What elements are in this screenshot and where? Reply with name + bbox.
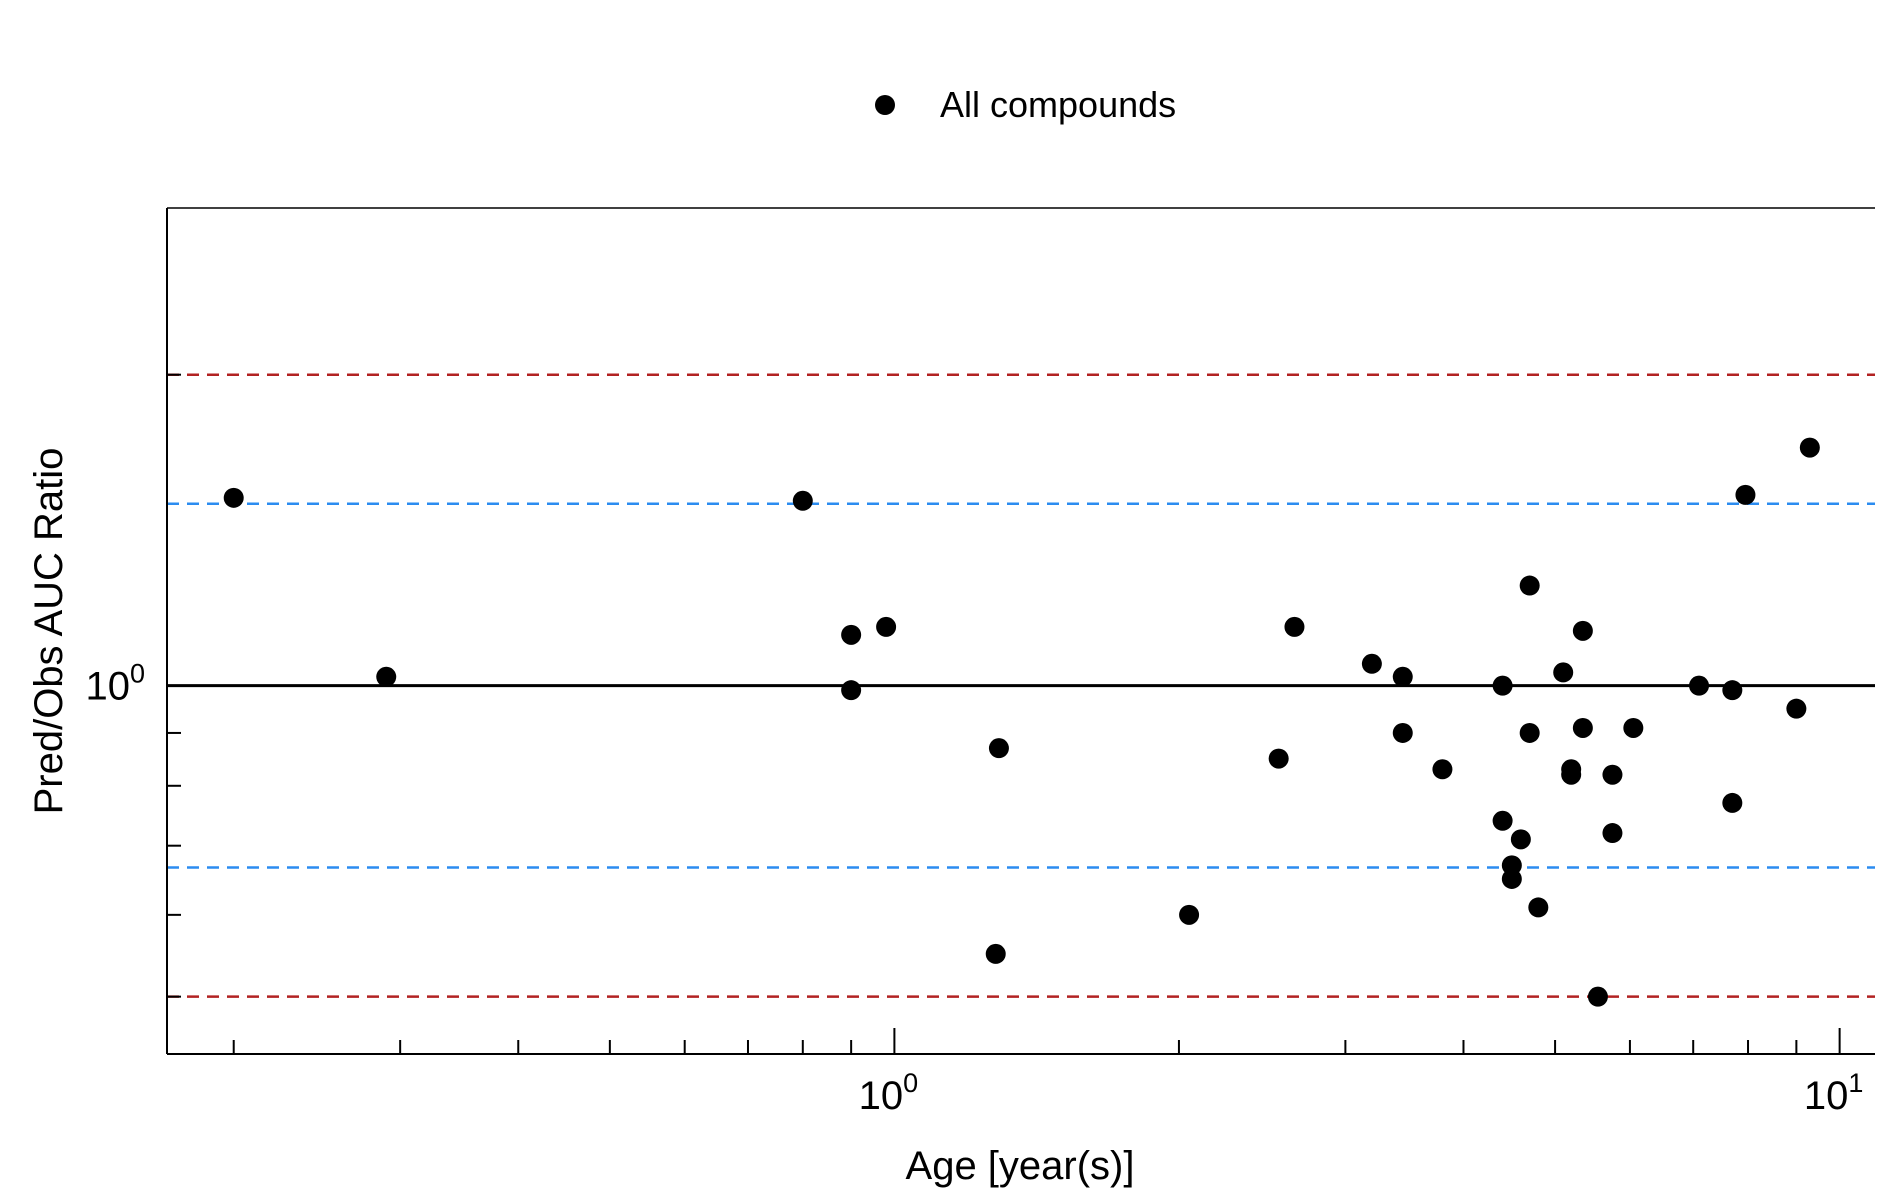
data-points bbox=[223, 437, 1820, 1007]
data-point bbox=[1572, 620, 1593, 641]
data-point bbox=[1735, 484, 1756, 505]
reference-lines bbox=[167, 373, 1875, 998]
data-point bbox=[876, 616, 897, 637]
data-point bbox=[1786, 698, 1807, 719]
x-tick-base: 10 bbox=[1804, 1074, 1849, 1118]
data-point bbox=[1519, 722, 1540, 743]
data-point bbox=[1587, 986, 1608, 1007]
x-tick-base: 10 bbox=[859, 1074, 904, 1118]
data-point bbox=[1179, 904, 1200, 925]
data-point bbox=[1361, 653, 1382, 674]
legend-label: All compounds bbox=[940, 84, 1176, 125]
data-point bbox=[1392, 722, 1413, 743]
x-axis-title: Age [year(s)] bbox=[906, 1144, 1135, 1188]
data-point bbox=[1510, 829, 1531, 850]
data-point bbox=[1501, 868, 1522, 889]
data-point bbox=[1432, 759, 1453, 780]
data-point bbox=[1572, 717, 1593, 738]
data-point bbox=[985, 943, 1006, 964]
data-point bbox=[1561, 764, 1582, 785]
data-point bbox=[223, 487, 244, 508]
y-tick-base: 10 bbox=[85, 665, 130, 709]
data-point bbox=[1799, 437, 1820, 458]
data-point bbox=[1392, 666, 1413, 687]
x-tick-label: 101 bbox=[1804, 1068, 1864, 1118]
y-tick-label: 100 bbox=[85, 659, 145, 709]
data-point bbox=[1284, 616, 1305, 637]
data-point bbox=[988, 738, 1009, 759]
y-tick-exponent: 0 bbox=[130, 659, 145, 689]
axes bbox=[166, 207, 1875, 1055]
legend: All compounds bbox=[875, 84, 1176, 125]
data-point bbox=[1492, 675, 1513, 696]
data-point bbox=[376, 666, 397, 687]
data-point bbox=[1722, 680, 1743, 701]
data-point bbox=[1519, 575, 1540, 596]
legend-marker bbox=[875, 95, 895, 115]
data-point bbox=[1553, 662, 1574, 683]
data-point bbox=[841, 624, 862, 645]
x-tick-exponent: 1 bbox=[1848, 1068, 1863, 1098]
data-point bbox=[1602, 764, 1623, 785]
data-point bbox=[1722, 792, 1743, 813]
y-axis-title: Pred/Obs AUC Ratio bbox=[27, 448, 71, 815]
data-point bbox=[841, 680, 862, 701]
x-tick-label: 100 bbox=[859, 1068, 919, 1118]
data-point bbox=[1528, 897, 1549, 918]
data-point bbox=[1689, 675, 1710, 696]
data-point bbox=[792, 490, 813, 511]
data-point bbox=[1623, 717, 1644, 738]
data-point bbox=[1492, 810, 1513, 831]
data-point bbox=[1602, 823, 1623, 844]
x-tick-exponent: 0 bbox=[903, 1068, 918, 1098]
data-point bbox=[1268, 748, 1289, 769]
